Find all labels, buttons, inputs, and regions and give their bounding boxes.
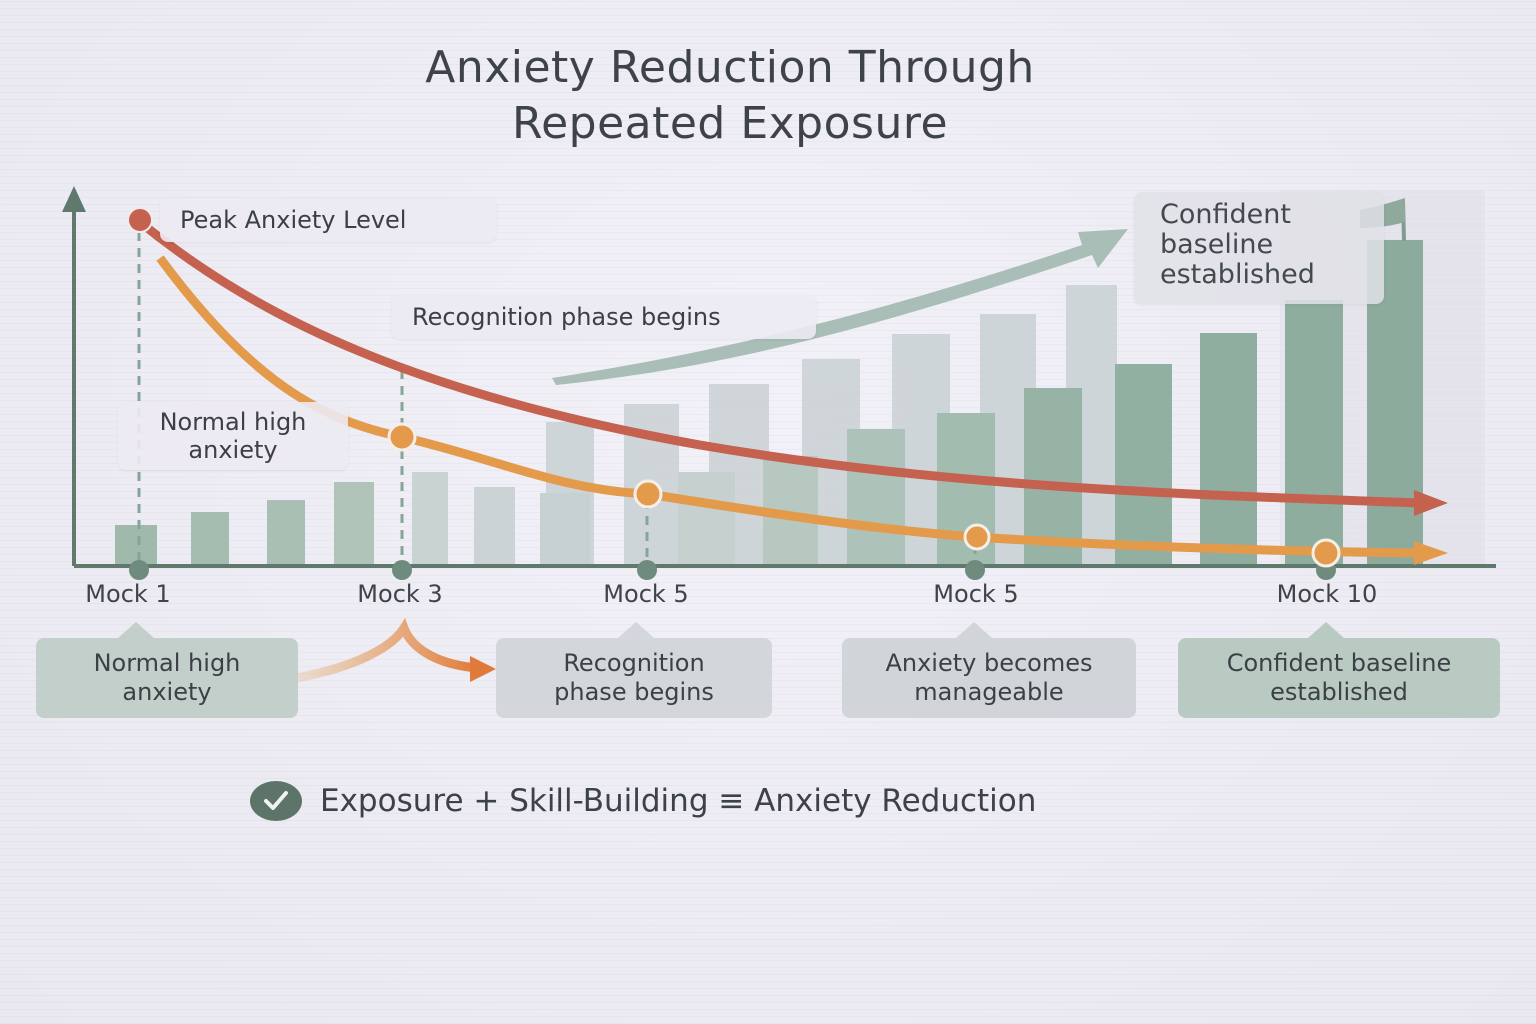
peak-anxiety-curve [137, 218, 1421, 508]
callout-confident: Confident baseline established [1134, 192, 1384, 304]
title-line-1: Anxiety Reduction Through [425, 42, 1035, 93]
x-label-mock-5b: Mock 5 [933, 580, 1019, 608]
callout-normal-line2: anxiety [188, 436, 278, 464]
summary-text: Exposure + Skill-Building ≡ Anxiety Redu… [320, 783, 1037, 819]
y-axis-arrow-icon [62, 186, 86, 212]
callout-peak-anxiety: Peak Anxiety Level [160, 198, 496, 242]
x-label-mock-1: Mock 1 [85, 580, 171, 608]
stage-connector-arrowhead-icon [470, 656, 496, 682]
stage-2-line1: Recognition [563, 649, 705, 677]
stage-3-line1: Anxiety becomes [885, 649, 1093, 677]
anxiety-curve-arrowhead-icon [1414, 541, 1448, 565]
stage-1-line2: anxiety [122, 678, 212, 706]
stage-connector [295, 617, 479, 683]
callout-confident-line1: Confident [1160, 199, 1291, 230]
callout-confident-line2: baseline [1160, 229, 1274, 260]
stage-4-line1: Confident baseline [1226, 649, 1452, 677]
stage-recognition: Recognition phase begins [496, 638, 772, 718]
front-bars [115, 240, 1423, 566]
growth-arrow-icon [552, 229, 1128, 385]
callout-normal-high: Normal high anxiety [118, 402, 348, 470]
x-label-mock-5a: Mock 5 [603, 580, 689, 608]
stage-2-line2: phase begins [554, 678, 714, 706]
x-label-mock-3: Mock 3 [357, 580, 443, 608]
callout-confident-line3: established [1160, 259, 1315, 290]
title-line-2: Repeated Exposure [511, 98, 949, 149]
stage-1-line1: Normal high [93, 649, 241, 677]
callout-normal-line1: Normal high [159, 408, 307, 436]
callout-recognition: Recognition phase begins [392, 295, 816, 339]
peak-curve-arrowhead-icon [1414, 490, 1448, 516]
anxiety-points [387, 422, 1341, 568]
stage-4-line2: established [1270, 678, 1408, 706]
stage-confident: Confident baseline established [1178, 638, 1500, 718]
chart-title: Anxiety Reduction Through Repeated Expos… [0, 40, 1460, 152]
summary-formula: Exposure + Skill-Building ≡ Anxiety Redu… [250, 778, 1036, 824]
stage-normal-high: Normal high anxiety [36, 638, 298, 718]
peak-point [127, 207, 153, 233]
x-label-mock-10: Mock 10 [1276, 580, 1378, 608]
stage-manageable: Anxiety becomes manageable [842, 638, 1136, 718]
check-circle-icon [250, 781, 302, 821]
stage-3-line2: manageable [914, 678, 1064, 706]
